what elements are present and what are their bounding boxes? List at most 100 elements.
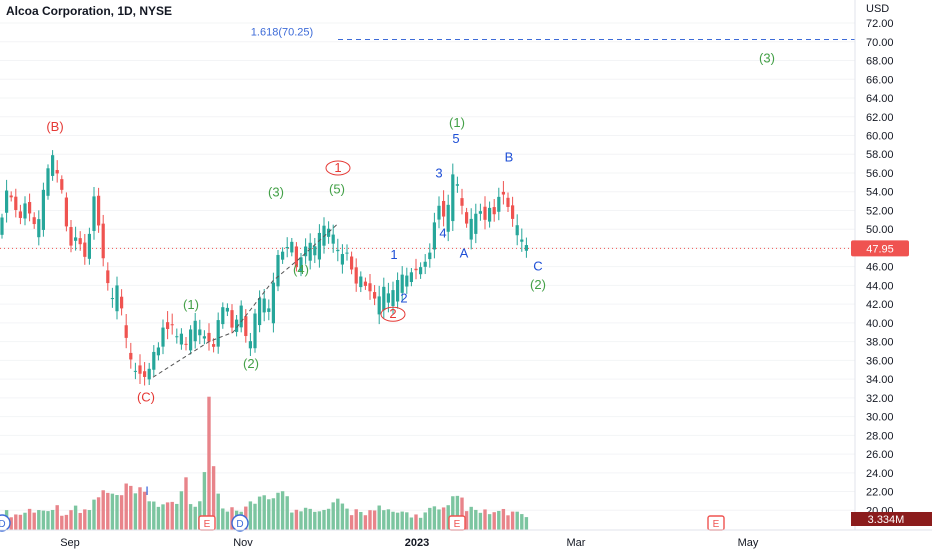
event-marker-label: D (236, 519, 243, 530)
candle-body (474, 213, 478, 234)
candle-body (198, 329, 202, 336)
volume-bar (230, 507, 234, 530)
candle-body (442, 200, 446, 217)
volume-bar (446, 505, 450, 530)
price-badges: 47.95 3.334M (851, 240, 932, 526)
volume-bar (322, 509, 326, 530)
candle-body (184, 343, 188, 345)
candle-body (106, 270, 110, 284)
candle-body (304, 246, 308, 257)
volume-bar (474, 509, 478, 530)
volume-bar (469, 506, 473, 530)
candle-body (41, 189, 45, 230)
candle-body (299, 257, 303, 272)
candle-body (285, 247, 289, 249)
volume-bar (179, 491, 184, 530)
candle-body (14, 196, 18, 210)
volume-bar (92, 499, 96, 530)
wave-label: (3) (759, 50, 775, 65)
candle-body (465, 212, 469, 224)
last-price-label: 47.95 (866, 243, 894, 255)
candle-body (143, 371, 147, 377)
split-marker: I (145, 484, 148, 498)
candle-body (225, 307, 229, 312)
candle-body (414, 268, 418, 271)
candle-body (331, 234, 335, 244)
candlesticks (0, 150, 528, 386)
volume-bar (271, 498, 276, 530)
candle-body (455, 184, 459, 186)
volume-bar (142, 491, 147, 530)
candle-body (170, 324, 174, 326)
candle-body (32, 217, 36, 225)
volume-bar (18, 514, 23, 530)
wave-label: (C) (137, 390, 155, 405)
candle-body (46, 168, 50, 196)
volume-bar (147, 501, 151, 530)
candle-body (92, 196, 96, 231)
candle-body (129, 352, 133, 360)
candle-body (437, 205, 441, 220)
candle-body (156, 347, 160, 356)
wave-label: (5) (329, 182, 345, 197)
candle-body (64, 197, 68, 227)
time-axis: Sep Nov 2023 Mar May (60, 537, 759, 549)
volume-bar (161, 504, 165, 530)
volume-bar (115, 495, 119, 530)
volume-bar (207, 396, 211, 530)
candle-body (152, 351, 156, 370)
fib-label: 1.618(70.25) (251, 26, 313, 38)
volume-bar (225, 511, 230, 530)
wave-label: 3 (435, 166, 442, 181)
wave-label: 4 (439, 226, 446, 241)
candle-body (317, 232, 321, 260)
volume-bar (432, 506, 437, 530)
candle-body (120, 296, 124, 309)
volume-bar (524, 517, 529, 530)
candle-body (497, 196, 501, 212)
volume-bar (455, 495, 460, 530)
candle-body (501, 191, 505, 195)
candle-body (179, 333, 183, 345)
volume-bar (326, 508, 331, 530)
candle-body (60, 179, 64, 190)
volume-bar (313, 511, 317, 530)
volume-bar (418, 517, 423, 530)
volume-bar (87, 510, 92, 530)
candle-body (391, 290, 395, 307)
volume-bar (501, 508, 506, 530)
volume-bar (349, 515, 354, 530)
currency-label: USD (866, 3, 889, 15)
candle-body (308, 242, 312, 261)
candle-body (83, 242, 87, 257)
volume-bar (253, 503, 257, 530)
y-tick-label: 42.00 (866, 299, 894, 311)
y-tick-label: 68.00 (866, 56, 894, 68)
volume-bar (345, 508, 349, 530)
candle-body (271, 282, 275, 324)
volume-bar (193, 506, 197, 530)
volume-bar (9, 517, 13, 530)
volume-bar (83, 509, 87, 530)
candle-body (5, 190, 9, 213)
volume-bar (372, 510, 377, 530)
volume-bar (175, 503, 179, 530)
price-grid (0, 22, 855, 511)
candle-body (368, 283, 372, 292)
y-tick-label: 38.00 (866, 337, 894, 349)
candle-body (221, 307, 225, 325)
volume-bar (124, 483, 128, 530)
wave-label-circle (325, 160, 351, 176)
volume-bar (184, 477, 188, 530)
candle-body (336, 249, 340, 252)
candle-body (115, 285, 119, 312)
volume-bar (257, 496, 262, 530)
y-tick-label: 64.00 (866, 93, 894, 105)
y-tick-label: 54.00 (866, 187, 894, 199)
candle-body (202, 336, 206, 339)
x-tick-label: Sep (60, 537, 80, 549)
wave-label: A (460, 245, 469, 260)
y-tick-label: 70.00 (866, 37, 894, 49)
wave-label: (1) (449, 115, 465, 130)
